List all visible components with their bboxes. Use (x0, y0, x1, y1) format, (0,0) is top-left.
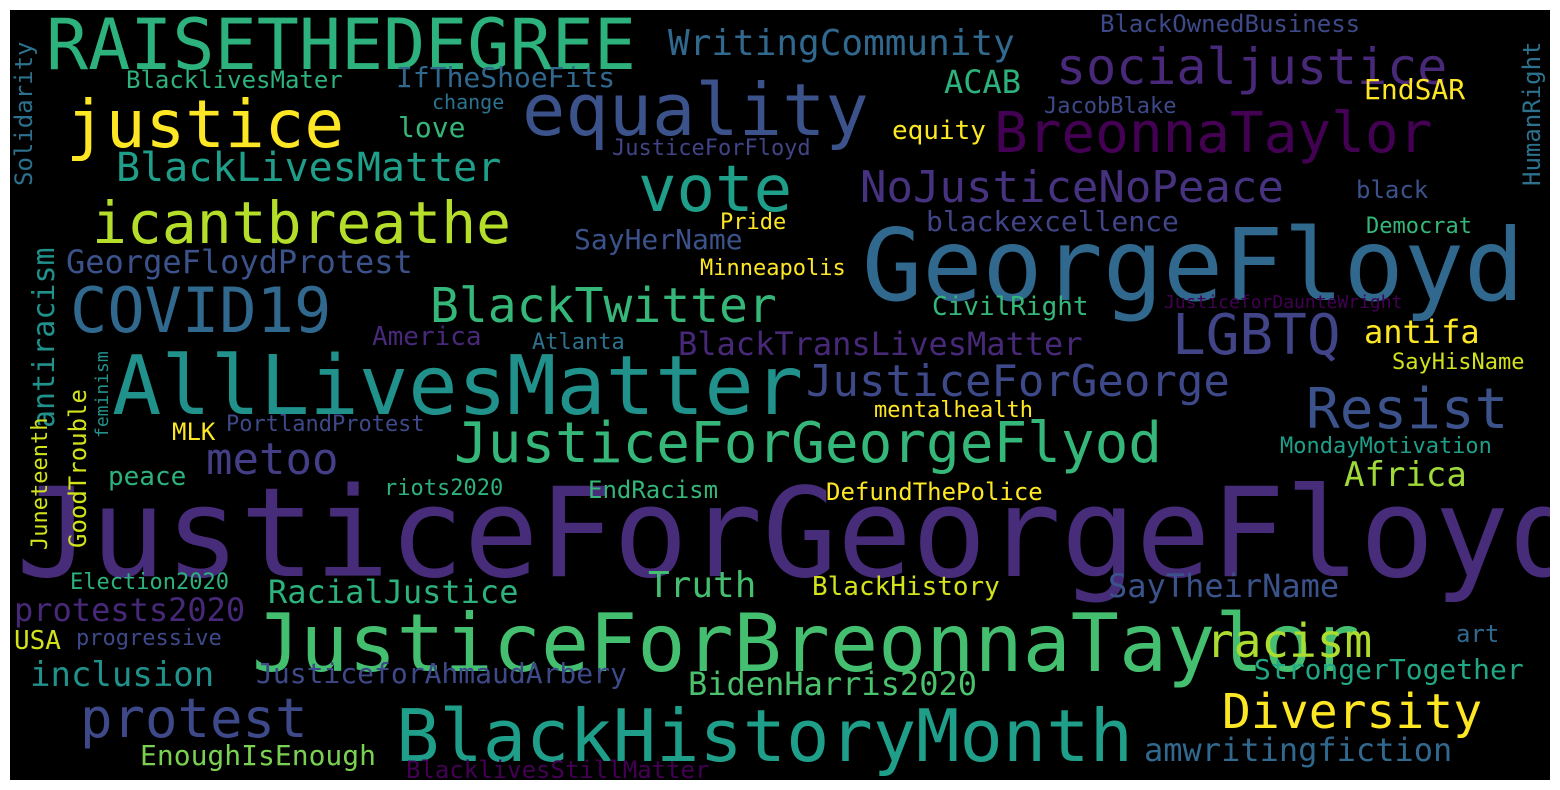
word-humanright: HumanRight (1518, 41, 1546, 187)
word-bidenharris2020: BidenHarris2020 (688, 665, 977, 703)
word-usa: USA (14, 626, 61, 656)
word-minneapolis: Minneapolis (700, 256, 846, 281)
word-metoo: metoo (206, 434, 339, 485)
word-riots2020: riots2020 (384, 476, 504, 501)
word-progressive: progressive (76, 626, 222, 651)
word-jacobblake: JacobBlake (1044, 94, 1177, 119)
word-justiceforbreonnataylor: JusticeForBreonnaTaylor (252, 597, 1360, 690)
word-justiceforahmaudarbery: JusticeforAhmaudArbery (256, 657, 627, 690)
word-blacktwitter: BlackTwitter (430, 278, 777, 334)
word-pride: Pride (720, 210, 787, 235)
word-strongertogether: StrongerTogether (1254, 653, 1524, 686)
word-black: black (1356, 176, 1429, 204)
word-civilright: CivilRight (932, 292, 1089, 322)
word-amwritingfiction: amwritingfiction (1144, 731, 1453, 769)
word-blacklivesmatter: BlackLivesMatter (116, 145, 502, 191)
word-cloud: JusticeForGeorgeFloyd GeorgeFloyd Justic… (10, 10, 1550, 780)
word-vote: vote (638, 153, 793, 227)
word-portlandprotest: PortlandProtest (226, 412, 425, 437)
word-justiceforgeorge: JusticeForGeorge (806, 356, 1230, 407)
word-socialjustice: socialjustice (1056, 38, 1448, 96)
word-mondaymotivation: MondayMotivation (1280, 434, 1492, 459)
word-saytheirname: SayTheirName (1108, 567, 1340, 605)
word-election2020: Election2020 (70, 570, 229, 595)
word-alllivesmatter: AllLivesMatter (112, 339, 804, 434)
word-change: change (432, 90, 505, 114)
word-inclusion: inclusion (30, 655, 215, 695)
word-equity: equity (892, 116, 986, 146)
word-acab: ACAB (944, 63, 1022, 101)
word-love: love (398, 111, 466, 144)
word-racism: racism (1206, 614, 1373, 668)
word-antiracism: antiracism (27, 247, 62, 428)
word-sayhername: SayHerName (574, 223, 743, 256)
word-juneteenth: Juneteenth (28, 417, 53, 550)
word-sayhisname: SayHisName (1392, 350, 1525, 375)
word-blackexcellence: blackexcellence (926, 205, 1179, 238)
word-protests2020: protests2020 (14, 591, 246, 629)
word-art: art (1456, 620, 1500, 648)
word-racialjustice: RacialJustice (268, 573, 519, 611)
word-equality: equality (522, 68, 869, 152)
word-blackownedbusiness: BlackOwnedBusiness (1100, 10, 1361, 38)
word-georgefloyd: GeorgeFloyd (862, 207, 1525, 324)
word-blackhistorymonth: BlackHistoryMonth (396, 694, 1133, 778)
word-feminism: feminism (92, 351, 113, 438)
word-blacktranslivesmatter: BlackTransLivesMatter (678, 325, 1083, 363)
word-breonnataylor: BreonnaTaylor (994, 101, 1433, 166)
word-iftheshoefits: IfTheShoeFits (396, 61, 616, 94)
word-mlk: MLK (172, 418, 216, 446)
word-justiceforgeorgefloyd: JusticeForGeorgeFloyd (16, 462, 1550, 606)
word-endsar: EndSAR (1364, 73, 1466, 106)
word-solidarity: Solidarity (10, 41, 38, 187)
word-endracism: EndRacism (588, 476, 719, 504)
word-blacklivesmater: BlacklivesMater (126, 66, 343, 94)
word-truth: Truth (648, 565, 757, 606)
word-writingcommunity: WritingCommunity (668, 23, 1015, 64)
word-diversity: Diversity (1222, 684, 1483, 740)
word-justice: justice (66, 86, 345, 163)
word-goodtrouble: GoodTrouble (64, 389, 92, 548)
word-justicefordaunte: JusticeforDaunteWright (1164, 292, 1403, 313)
word-antifa: antifa (1364, 313, 1480, 351)
word-raisethedegree: RAISETHEDEGREE (46, 10, 637, 86)
word-covid19: COVID19 (70, 274, 332, 347)
word-defundthepolice: DefundThePolice (826, 478, 1043, 506)
word-georgefloydprotest: GeorgeFloydProtest (66, 243, 413, 281)
word-blackhistory: BlackHistory (812, 572, 1000, 602)
word-lgbtq: LGBTQ (1172, 303, 1341, 368)
word-enoughisenough: EnoughIsEnough (140, 739, 377, 772)
word-nojusticenopeace: NoJusticeNoPeace (860, 162, 1284, 213)
word-peace: peace (108, 462, 187, 492)
word-blacklivesstillmatter: BlacklivesStillMatter (406, 756, 710, 780)
word-america: America (372, 322, 482, 352)
word-resist: Resist (1306, 377, 1509, 442)
word-mentalhealth: mentalhealth (874, 398, 1033, 423)
word-protest: protest (80, 687, 308, 750)
word-atlanta: Atlanta (532, 330, 625, 355)
word-icantbreathe: icantbreathe (92, 189, 512, 257)
word-africa: Africa (1344, 455, 1467, 495)
word-justiceforfloyd: JusticeForFloyd (612, 136, 811, 161)
word-justiceforgeorgeflyod: JusticeForGeorgeFlyod (454, 411, 1163, 476)
word-democrat: Democrat (1366, 214, 1472, 239)
